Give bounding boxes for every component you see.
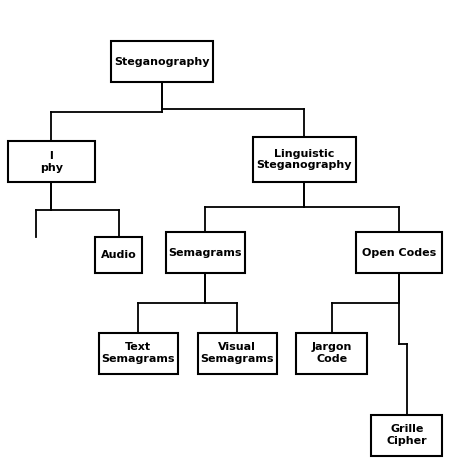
FancyBboxPatch shape	[356, 232, 442, 273]
Text: Visual
Semagrams: Visual Semagrams	[200, 342, 274, 364]
FancyBboxPatch shape	[110, 41, 213, 82]
FancyBboxPatch shape	[8, 141, 95, 182]
FancyBboxPatch shape	[371, 415, 442, 456]
Text: Text
Semagrams: Text Semagrams	[101, 342, 175, 364]
FancyBboxPatch shape	[198, 333, 276, 374]
FancyBboxPatch shape	[99, 333, 178, 374]
Text: Steganography: Steganography	[114, 56, 210, 66]
Text: Linguistic
Steganography: Linguistic Steganography	[256, 149, 352, 170]
FancyBboxPatch shape	[296, 333, 367, 374]
Text: Jargon
Code: Jargon Code	[311, 342, 352, 364]
FancyBboxPatch shape	[166, 232, 245, 273]
Text: Audio: Audio	[100, 250, 137, 260]
Text: Open Codes: Open Codes	[362, 248, 436, 258]
Text: l
phy: l phy	[40, 151, 63, 173]
FancyBboxPatch shape	[253, 137, 356, 182]
Text: Grille
Cipher: Grille Cipher	[386, 424, 427, 446]
Text: Semagrams: Semagrams	[169, 248, 242, 258]
FancyBboxPatch shape	[95, 237, 142, 273]
